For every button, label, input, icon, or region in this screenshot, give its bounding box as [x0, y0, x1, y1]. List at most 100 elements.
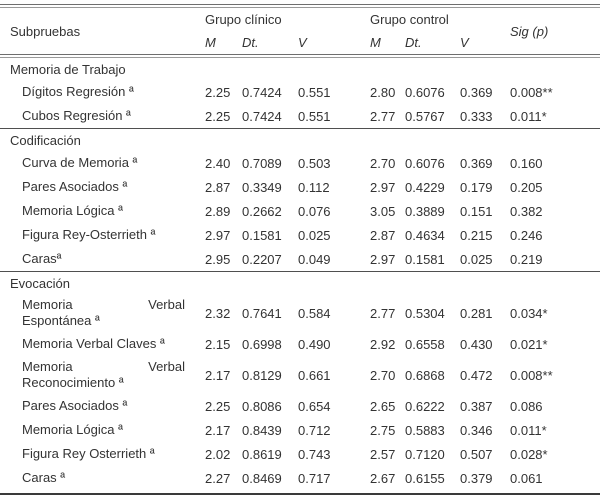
table-row: Dígitos Regresión ª 2.25 0.7424 0.551 2.80 0.…: [0, 80, 600, 104]
section-title: Evocación: [10, 275, 70, 291]
table-cell: 0.025: [460, 251, 493, 267]
row-label: Curva de Memoria ª: [22, 155, 138, 170]
table-cell: 0.205: [510, 179, 543, 195]
table-cell: 0.2207: [242, 251, 282, 267]
table-cell: 0.179: [460, 179, 493, 195]
table-cell: 2.77: [370, 305, 396, 321]
row-label-line1: Memoria Verbal: [22, 297, 185, 313]
table-cell: 0.028*: [510, 446, 548, 462]
table-cell: 0.011*: [510, 422, 547, 438]
col-header-sig: Sig (p): [510, 23, 549, 39]
row-label: Pares Asociados ª: [22, 398, 128, 413]
col-header-dt-clinical: Dt.: [242, 35, 259, 50]
table-cell: 0.281: [460, 305, 493, 321]
row-label-line2: Reconocimiento ª: [22, 375, 124, 390]
table-cell: 0.717: [298, 470, 331, 486]
table-cell: 2.25: [205, 108, 231, 124]
table-cell: 0.472: [460, 367, 493, 383]
table-cell: 0.246: [510, 227, 543, 243]
table-cell: 2.97: [205, 227, 231, 243]
table-cell: 0.6868: [405, 367, 445, 383]
row-label: Memoria Verbal Claves ª: [22, 336, 165, 351]
table-cell: 0.4634: [405, 227, 445, 243]
table-cell: 2.80: [370, 84, 396, 100]
table-cell: 0.369: [460, 84, 493, 100]
col-header-dt-control: Dt.: [405, 35, 422, 50]
table-cell: 0.490: [298, 336, 331, 352]
table-cell: 2.75: [370, 422, 396, 438]
table-cell: 0.346: [460, 422, 493, 438]
table-cell: 0.8439: [242, 422, 282, 438]
table-cell: 0.061: [510, 470, 543, 486]
table-cell: 2.77: [370, 108, 396, 124]
table-cell: 0.6155: [405, 470, 445, 486]
table-cell: 2.17: [205, 422, 231, 438]
table-cell: 0.021*: [510, 336, 548, 352]
table-cell: 2.15: [205, 336, 231, 352]
row-label: Caras ª: [22, 470, 66, 485]
col-header-v-clinical: V: [298, 35, 307, 50]
row-label: Pares Asociados ª: [22, 179, 128, 194]
table-cell: 0.1581: [242, 227, 282, 243]
table-cell: 0.5767: [405, 108, 445, 124]
row-label-word: Memoria: [22, 297, 73, 312]
table-bottom-rule: [0, 493, 600, 497]
table-cell: 0.151: [460, 203, 493, 219]
table-cell: 2.70: [370, 155, 396, 171]
row-label: Figura Rey Osterrieth ª: [22, 446, 155, 461]
row-label: Dígitos Regresión ª: [22, 84, 134, 99]
table-row: Cubos Regresión ª 2.25 0.7424 0.551 2.77 0.57…: [0, 104, 600, 128]
table-cell: 0.6076: [405, 155, 445, 171]
table-cell: 0.034*: [510, 305, 548, 321]
table-cell: 2.95: [205, 251, 231, 267]
table-cell: 0.6998: [242, 336, 282, 352]
table-cell: 0.8086: [242, 398, 282, 414]
row-label-line2: Espontánea ª: [22, 313, 100, 328]
table-cell: 2.87: [205, 179, 231, 195]
row-label: Figura Rey-Osterrieth ª: [22, 227, 156, 242]
table-cell: 0.551: [298, 84, 331, 100]
table-cell: 0.7641: [242, 305, 282, 321]
table-cell: 0.7120: [405, 446, 445, 462]
row-label: Memoria Lógica ª: [22, 203, 123, 218]
table-cell: 2.25: [205, 398, 231, 414]
table-cell: 0.743: [298, 446, 331, 462]
table-cell: 0.086: [510, 398, 543, 414]
table-cell: 0.6558: [405, 336, 445, 352]
table-cell: 0.7424: [242, 108, 282, 124]
table-cell: 0.8619: [242, 446, 282, 462]
table-row: Memoria Verbal Claves ª 2.15 0.6998 0.490 2.…: [0, 332, 600, 356]
table-cell: 2.17: [205, 367, 231, 383]
table-cell: 2.40: [205, 155, 231, 171]
table-row: Memoria Verbal Espontánea ª 2.32 0.7641 0.584…: [0, 294, 600, 332]
table-cell: 2.25: [205, 84, 231, 100]
row-label-word: Memoria: [22, 359, 73, 374]
table-row: Curva de Memoria ª 2.40 0.7089 0.503 2.70 0.6…: [0, 151, 600, 175]
header-bottom-rule: [0, 54, 600, 58]
table-cell: 2.32: [205, 305, 231, 321]
table-cell: 0.5883: [405, 422, 445, 438]
table-cell: 0.8469: [242, 470, 282, 486]
row-label-line1: Memoria Verbal: [22, 359, 185, 375]
table-cell: 3.05: [370, 203, 396, 219]
section-title: Memoria de Trabajo: [10, 61, 126, 77]
table-cell: 0.4229: [405, 179, 445, 195]
table-cell: 2.70: [370, 367, 396, 383]
table-cell: 2.89: [205, 203, 231, 219]
row-label: Cubos Regresión ª: [22, 108, 131, 123]
row-label: Memoria Lógica ª: [22, 422, 123, 437]
table-cell: 2.97: [370, 179, 396, 195]
table-cell: 0.049: [298, 251, 331, 267]
table-cell: 0.011*: [510, 108, 547, 124]
row-label: Memoria Verbal Reconocimiento ª: [22, 359, 205, 391]
group-header-control: Grupo control: [370, 12, 449, 27]
table-row: Memoria Verbal Reconocimiento ª 2.17 0.8129 0…: [0, 356, 600, 394]
table-cell: 0.076: [298, 203, 331, 219]
table-cell: 0.712: [298, 422, 331, 438]
table-cell: 2.87: [370, 227, 396, 243]
section-divider-rule: [0, 271, 600, 272]
group-header-clinical: Grupo clínico: [205, 12, 282, 27]
table-cell: 2.92: [370, 336, 396, 352]
table-row: Pares Asociados ª 2.87 0.3349 0.112 2.97 0.42…: [0, 175, 600, 199]
